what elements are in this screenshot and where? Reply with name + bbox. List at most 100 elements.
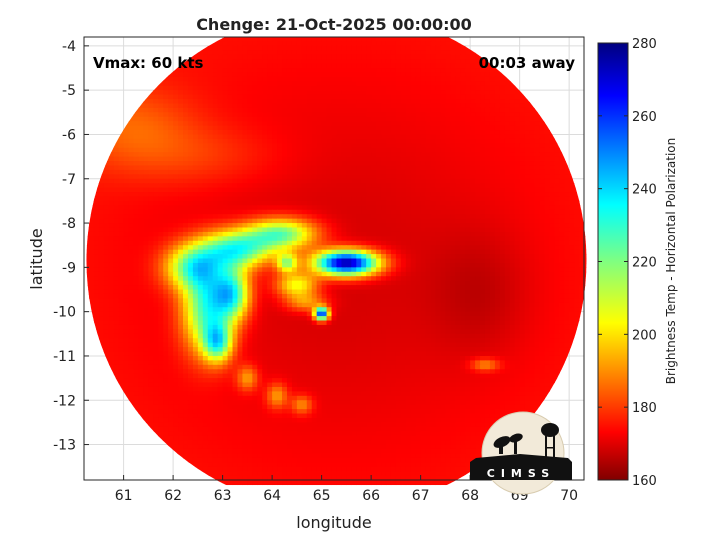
heatmap-cell <box>445 156 451 162</box>
heatmap-cell <box>346 152 352 158</box>
heatmap-cell <box>381 116 387 122</box>
heatmap-cell <box>574 231 580 237</box>
heatmap-cell <box>316 156 323 162</box>
heatmap-cell <box>415 107 422 113</box>
heatmap-cell <box>564 245 570 251</box>
heatmap-cell <box>480 59 486 65</box>
heatmap-cell <box>197 218 204 224</box>
heatmap-cell <box>584 143 587 149</box>
heatmap-cell <box>143 121 149 127</box>
heatmap-cell <box>534 134 541 140</box>
heatmap-cell <box>306 178 313 184</box>
heatmap-cell <box>480 76 486 82</box>
heatmap-cell <box>366 165 372 171</box>
heatmap-cell <box>356 183 362 189</box>
heatmap-cell <box>291 72 298 78</box>
heatmap-cell <box>88 245 95 251</box>
heatmap-cell <box>381 183 387 189</box>
heatmap-cell <box>286 143 293 149</box>
heatmap-cell <box>197 130 204 136</box>
heatmap-cell <box>346 125 352 131</box>
heatmap-cell <box>366 196 372 202</box>
heatmap-cell <box>163 209 169 215</box>
heatmap-cell <box>237 152 244 158</box>
heatmap-cell <box>499 72 506 78</box>
heatmap-cell <box>133 183 140 189</box>
heatmap-cell <box>296 103 303 109</box>
heatmap-cell <box>232 187 239 193</box>
heatmap-cell <box>128 152 135 158</box>
heatmap-cell <box>341 116 347 122</box>
heatmap-cell <box>450 94 456 100</box>
heatmap-cell <box>475 147 481 153</box>
heatmap-cell <box>296 200 303 206</box>
heatmap-cell <box>212 68 219 74</box>
heatmap-cell <box>341 209 347 215</box>
heatmap-cell <box>277 90 283 96</box>
heatmap-cell <box>282 227 288 233</box>
heatmap-cell <box>222 236 229 242</box>
heatmap-cell <box>306 187 313 193</box>
heatmap-cell <box>158 183 164 189</box>
heatmap-cell <box>118 138 125 144</box>
heatmap-cell <box>257 169 263 175</box>
heatmap-cell <box>252 218 258 224</box>
heatmap-cell <box>222 156 229 162</box>
heatmap-cell <box>361 99 367 105</box>
heatmap-cell <box>178 134 184 140</box>
heatmap-cell <box>415 59 422 65</box>
heatmap-cell <box>232 240 239 246</box>
heatmap-cell <box>366 68 372 74</box>
heatmap-cell <box>158 143 164 149</box>
heatmap-cell <box>465 205 471 211</box>
heatmap-cell <box>282 68 288 74</box>
heatmap-cell <box>277 54 283 60</box>
heatmap-cell <box>534 169 541 175</box>
heatmap-cell <box>222 218 229 224</box>
heatmap-cell <box>326 94 333 100</box>
heatmap-cell <box>98 178 105 184</box>
heatmap-cell <box>262 192 268 198</box>
heatmap-cell <box>202 223 209 229</box>
heatmap-cell <box>207 68 214 74</box>
heatmap-cell <box>257 41 263 47</box>
heatmap-cell <box>529 165 536 171</box>
heatmap-cell <box>480 245 486 251</box>
heatmap-cell <box>336 218 343 224</box>
heatmap-cell <box>430 143 437 149</box>
heatmap-cell <box>227 205 234 211</box>
heatmap-cell <box>395 240 402 246</box>
heatmap-cell <box>272 161 278 167</box>
heatmap-cell <box>113 161 120 167</box>
heatmap-cell <box>499 99 506 105</box>
heatmap-cell <box>128 125 135 131</box>
heatmap-cell <box>480 223 486 229</box>
heatmap-cell <box>435 116 442 122</box>
heatmap-cell <box>242 99 248 105</box>
heatmap-cell <box>143 99 149 105</box>
heatmap-cell <box>311 45 318 51</box>
heatmap-cell <box>282 183 288 189</box>
heatmap-cell <box>499 94 506 100</box>
heatmap-cell <box>534 147 541 153</box>
heatmap-cell <box>247 121 253 127</box>
heatmap-cell <box>222 183 229 189</box>
heatmap-cell <box>272 125 278 131</box>
heatmap-cell <box>138 134 145 140</box>
heatmap-cell <box>499 130 506 136</box>
heatmap-cell <box>385 41 392 47</box>
heatmap-cell <box>282 245 288 251</box>
heatmap-cell <box>341 223 347 229</box>
heatmap-cell <box>247 76 253 82</box>
heatmap-cell <box>207 94 214 100</box>
heatmap-cell <box>178 169 184 175</box>
heatmap-cell <box>519 231 526 237</box>
heatmap-cell <box>430 174 437 180</box>
heatmap-cell <box>108 183 115 189</box>
heatmap-cell <box>524 200 531 206</box>
heatmap-cell <box>153 85 159 91</box>
heatmap-cell <box>470 192 476 198</box>
heatmap-cell <box>559 161 565 167</box>
heatmap-cell <box>123 147 130 153</box>
heatmap-cell <box>103 205 110 211</box>
